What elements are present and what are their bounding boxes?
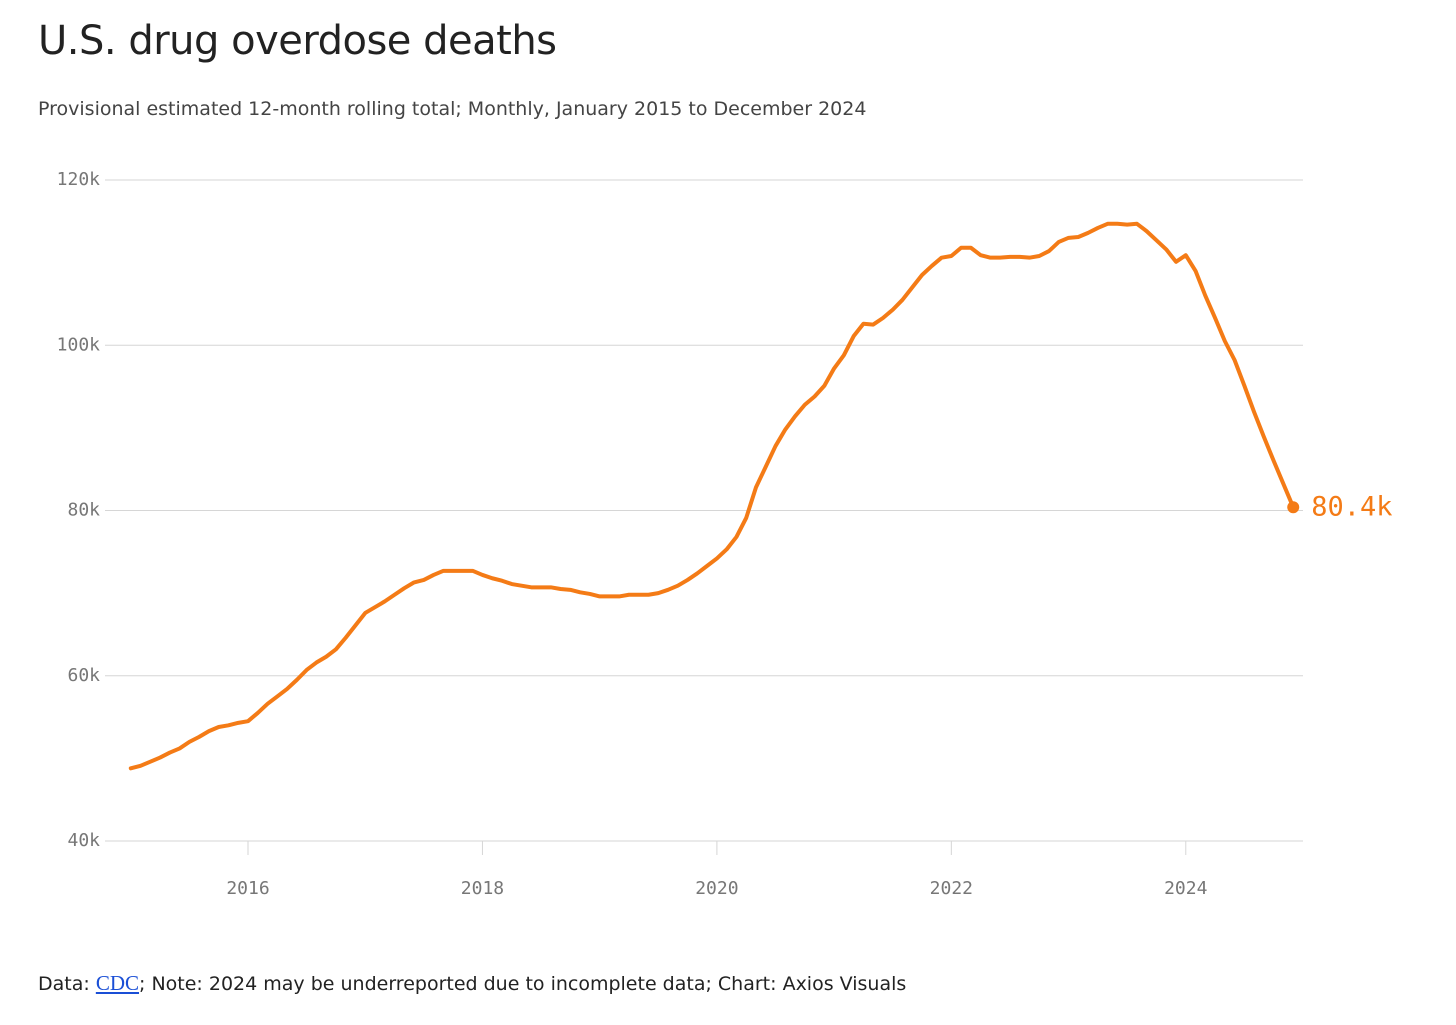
x-tick-label: 2022 xyxy=(930,878,973,899)
source-link[interactable]: CDC xyxy=(95,971,140,995)
footer: Data: CDC; Note: 2024 may be underreport… xyxy=(38,971,906,996)
chart-title: U.S. drug overdose deaths xyxy=(38,18,557,64)
data-label: 80.4k xyxy=(1311,492,1392,523)
footer-note: ; Note: 2024 may be underreported due to… xyxy=(139,973,907,995)
x-tick-label: 2016 xyxy=(226,878,269,899)
y-tick-label: 120k xyxy=(57,169,101,190)
x-tick-label: 2018 xyxy=(461,878,504,899)
x-tick-label: 2024 xyxy=(1164,878,1207,899)
y-tick-label: 80k xyxy=(67,500,100,521)
end-point xyxy=(1287,501,1300,514)
data-line xyxy=(128,221,1296,771)
footer-label: Data: xyxy=(38,973,90,995)
y-tick-label: 60k xyxy=(67,665,100,686)
y-tick-label: 100k xyxy=(57,334,101,355)
chart-subtitle: Provisional estimated 12-month rolling t… xyxy=(38,98,867,120)
x-tick-label: 2020 xyxy=(695,878,738,899)
y-tick-label: 40k xyxy=(67,830,100,851)
